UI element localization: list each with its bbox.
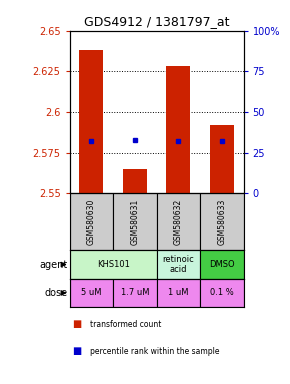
Bar xyxy=(70,194,113,250)
Text: GSM580633: GSM580633 xyxy=(217,199,226,245)
Text: agent: agent xyxy=(39,260,67,270)
Text: 5 uM: 5 uM xyxy=(81,288,101,298)
Text: 0.1 %: 0.1 % xyxy=(210,288,234,298)
Text: transformed count: transformed count xyxy=(90,320,161,329)
Bar xyxy=(157,194,200,250)
Text: ■: ■ xyxy=(72,319,82,329)
Text: percentile rank within the sample: percentile rank within the sample xyxy=(90,347,220,356)
Text: 1 uM: 1 uM xyxy=(168,288,188,298)
Bar xyxy=(166,66,190,194)
Text: 1.7 uM: 1.7 uM xyxy=(121,288,149,298)
Bar xyxy=(200,250,244,279)
Bar xyxy=(200,194,244,250)
Text: GSM580632: GSM580632 xyxy=(174,199,183,245)
Bar xyxy=(157,279,200,307)
Bar xyxy=(210,125,234,194)
Text: GSM580631: GSM580631 xyxy=(130,199,139,245)
Title: GDS4912 / 1381797_at: GDS4912 / 1381797_at xyxy=(84,15,229,28)
Text: GSM580630: GSM580630 xyxy=(87,199,96,245)
Text: ■: ■ xyxy=(72,346,82,356)
Bar xyxy=(79,50,103,194)
Bar xyxy=(113,279,157,307)
Bar xyxy=(200,279,244,307)
Bar xyxy=(70,250,157,279)
Bar xyxy=(123,169,147,194)
Bar xyxy=(70,279,113,307)
Bar xyxy=(157,250,200,279)
Text: KHS101: KHS101 xyxy=(97,260,130,269)
Text: DMSO: DMSO xyxy=(209,260,235,269)
Text: dose: dose xyxy=(44,288,67,298)
Bar xyxy=(113,194,157,250)
Text: retinoic
acid: retinoic acid xyxy=(162,255,194,274)
